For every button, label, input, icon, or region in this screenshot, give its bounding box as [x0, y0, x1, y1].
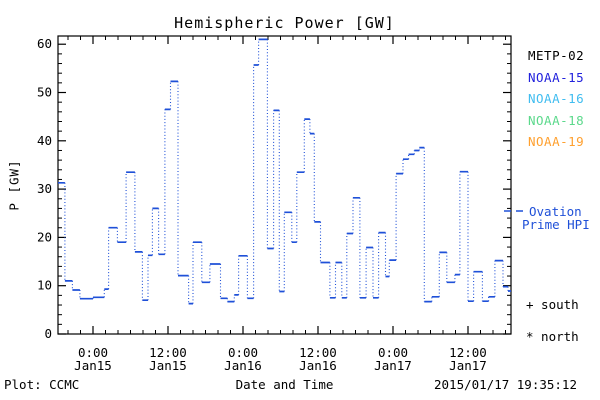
x-tick-time-label: 0:00	[228, 345, 258, 360]
y-tick-label: 20	[37, 229, 52, 244]
x-tick-date-label: Jan17	[449, 358, 487, 373]
x-tick-date-label: Jan17	[374, 358, 412, 373]
hpi-series-vertical-risers	[64, 39, 509, 304]
y-tick-label: 40	[37, 133, 52, 148]
y-tick-label: 30	[37, 181, 52, 196]
plot-timestamp: 2015/01/17 19:35:12	[434, 377, 577, 392]
legend-item-noaa16: NOAA-16	[528, 91, 585, 106]
y-tick-label: 0	[44, 326, 52, 341]
x-tick-date-label: Jan15	[149, 358, 187, 373]
x-tick-date-label: Jan16	[299, 358, 337, 373]
north-marker-label: * north	[526, 329, 579, 344]
legend-item-metp02: METP-02	[528, 48, 585, 63]
south-marker-label: + south	[526, 297, 579, 312]
x-axis-label: Date and Time	[235, 377, 334, 392]
chart-title: Hemispheric Power [GW]	[174, 14, 395, 32]
x-tick-date-label: Jan16	[224, 358, 262, 373]
y-tick-label: 60	[37, 36, 52, 51]
y-axis-label: P [GW]	[6, 159, 22, 211]
plot-credit: Plot: CCMC	[4, 377, 80, 392]
legend-line-label-line1: Ovation	[529, 204, 582, 219]
x-tick-date-label: Jan15	[74, 358, 112, 373]
legend-line-label-line2: Prime HPI	[522, 217, 590, 232]
hpi-series-line	[58, 38, 511, 305]
x-tick-time-label: 12:00	[149, 345, 187, 360]
y-tick-label: 10	[37, 278, 52, 293]
legend-item-noaa19: NOAA-19	[528, 134, 585, 149]
plot-box-border	[57, 35, 512, 335]
legend-item-noaa18: NOAA-18	[528, 113, 585, 128]
x-tick-time-label: 12:00	[449, 345, 487, 360]
y-tick-label: 50	[37, 85, 52, 100]
x-tick-time-label: 0:00	[78, 345, 108, 360]
x-tick-time-label: 12:00	[299, 345, 337, 360]
x-tick-time-label: 0:00	[378, 345, 408, 360]
legend-item-noaa15: NOAA-15	[528, 70, 585, 85]
